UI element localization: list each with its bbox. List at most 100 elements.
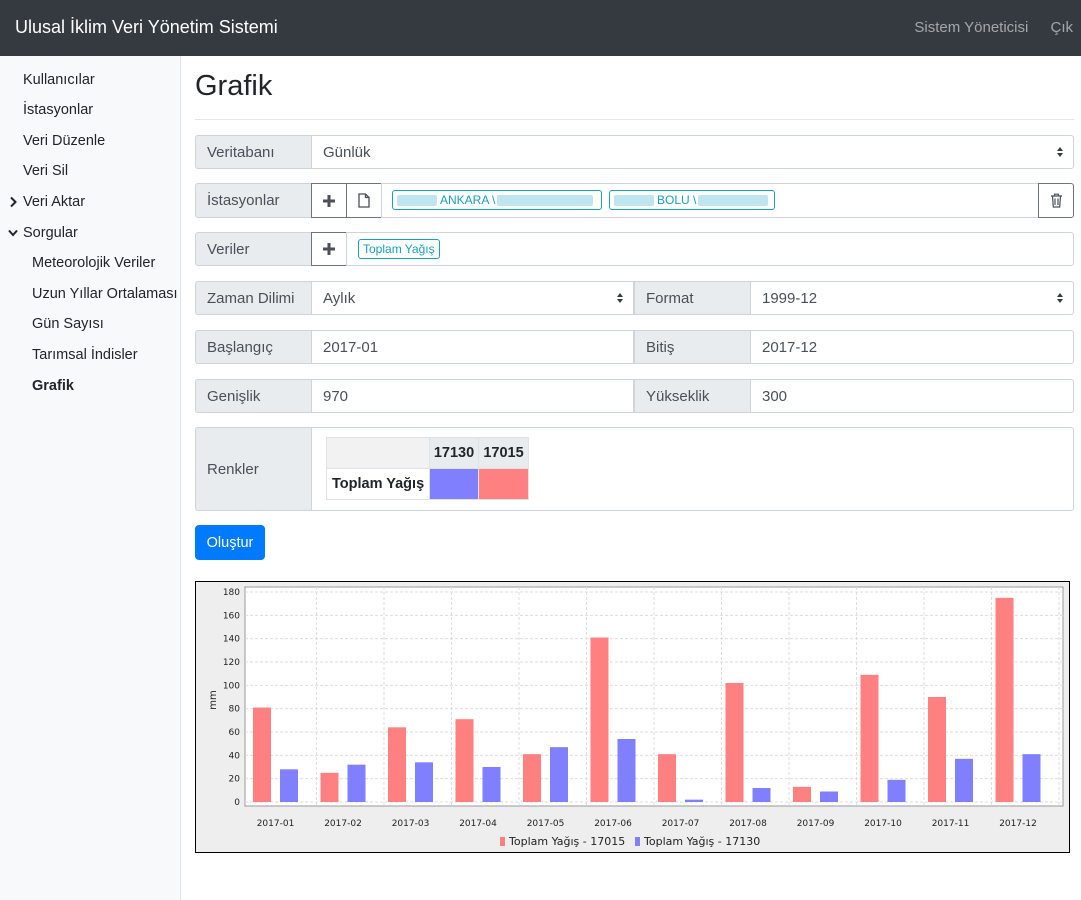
color-table-row-label: Toplam Yağış: [326, 468, 430, 500]
bar: [523, 754, 541, 802]
sidebar-item-sorgular[interactable]: Sorgular: [23, 225, 78, 241]
bar: [1022, 754, 1041, 802]
y-tick-label: 180: [223, 588, 240, 598]
bitis-input[interactable]: 2017-12: [750, 330, 1074, 364]
bar: [320, 772, 339, 802]
sidebar-item-kullanicilar[interactable]: Kullanıcılar: [23, 72, 95, 88]
zaman-dilimi-select[interactable]: Aylık: [311, 281, 634, 315]
y-axis-label: mm: [208, 690, 219, 709]
y-tick-label: 20: [229, 775, 241, 785]
title-divider: [195, 119, 1074, 120]
station-tag-bolu-label: BOLU \: [657, 193, 697, 207]
yukseklik-input[interactable]: 300: [750, 379, 1074, 413]
color-table: 17130 17015 Toplam Yağış: [326, 437, 529, 500]
redacted-name: [698, 194, 769, 206]
redacted-id: [614, 194, 654, 206]
x-tick-label: 2017-10: [864, 819, 902, 829]
y-tick-label: 140: [223, 635, 240, 645]
color-table-header-17015: 17015: [478, 437, 529, 469]
user-menu-link[interactable]: Sistem Yöneticisi: [914, 19, 1029, 36]
sidebar-subitem-meteorolojik-veriler[interactable]: Meteorolojik Veriler: [32, 255, 156, 271]
bar: [725, 683, 744, 802]
sidebar-subitem-tarimsal-indisler[interactable]: Tarımsal İndisler: [32, 347, 138, 363]
sidebar-subitem-gun-sayisi[interactable]: Gün Sayısı: [32, 316, 104, 332]
bar: [995, 597, 1014, 802]
top-nav-links: Sistem Yöneticisi Çık: [896, 19, 1073, 36]
station-tag-bolu[interactable]: BOLU \: [609, 190, 775, 210]
sidebar-item-veri-duzenle[interactable]: Veri Düzenle: [23, 133, 106, 149]
bar: [860, 674, 879, 802]
sidebar-item-veri-sil[interactable]: Veri Sil: [23, 163, 69, 179]
y-tick-label: 40: [229, 751, 241, 761]
bar: [955, 758, 973, 802]
add-station-button[interactable]: [311, 183, 347, 218]
sidebar-item-veri-aktar[interactable]: Veri Aktar: [23, 194, 86, 210]
sidebar-subitem-grafik[interactable]: Grafik: [32, 378, 74, 394]
bar: [253, 707, 271, 802]
chart-frame: 0 20 40 60 80 100 120 140 160 180 2017-01 2017-02 2…: [195, 581, 1070, 853]
redacted-id: [397, 194, 437, 206]
baslangic-input[interactable]: 2017-01: [311, 330, 634, 364]
station-file-button[interactable]: [346, 183, 382, 218]
x-tick-label: 2017-11: [932, 819, 970, 829]
color-table-header-17130: 17130: [429, 437, 479, 469]
veriler-label: Veriler: [195, 232, 312, 266]
delete-stations-button[interactable]: [1038, 183, 1074, 218]
y-tick-label: 60: [229, 728, 241, 738]
data-tag-toplam-yagis[interactable]: Toplam Yağış: [358, 239, 440, 259]
format-select[interactable]: 1999-12: [750, 281, 1074, 315]
plus-icon: [323, 194, 335, 207]
x-tick-label: 2017-01: [257, 819, 295, 829]
y-tick-label: 0: [234, 798, 240, 808]
bar: [685, 799, 703, 802]
add-data-button[interactable]: [311, 232, 347, 266]
legend: Toplam Yağış - 17015 Toplam Yağış - 17130: [500, 835, 760, 848]
redacted-name: [497, 194, 594, 206]
veritabani-select[interactable]: Günlük: [311, 135, 1074, 169]
color-swatch-17015[interactable]: [478, 468, 529, 500]
zaman-dilimi-value: Aylık: [323, 289, 356, 307]
select-arrows-icon: [1057, 293, 1063, 303]
y-tick-label: 120: [223, 658, 240, 668]
genislik-input[interactable]: 970: [311, 379, 634, 413]
file-icon: [358, 193, 370, 208]
x-tick-label: 2017-06: [594, 819, 632, 829]
chevron-right-icon: [10, 196, 17, 208]
bar: [617, 739, 636, 802]
x-tick-label: 2017-05: [527, 819, 565, 829]
legend-label: Toplam Yağış - 17015: [508, 835, 625, 848]
data-tags-field: [346, 232, 1074, 266]
bar: [388, 727, 406, 802]
legend-swatch: [500, 837, 505, 846]
bar: [793, 786, 811, 802]
x-tick-label: 2017-08: [729, 819, 767, 829]
station-tag-ankara[interactable]: ANKARA \: [392, 190, 602, 210]
sidebar-item-istasyonlar[interactable]: İstasyonlar: [23, 102, 94, 118]
bar: [347, 764, 366, 802]
x-tick-label: 2017-03: [392, 819, 430, 829]
bar: [820, 791, 838, 802]
y-tick-label: 80: [229, 705, 241, 715]
format-label: Format: [634, 281, 751, 315]
bar: [928, 697, 946, 802]
x-tick-label: 2017-04: [459, 819, 497, 829]
sidebar: Kullanıcılar İstasyonlar Veri Düzenle Ve…: [0, 56, 181, 900]
olustur-button[interactable]: Oluştur: [195, 525, 265, 560]
bar: [887, 779, 906, 802]
x-ticks: 2017-01 2017-02 2017-03 2017-04 2017-05 2017-…: [257, 819, 1037, 829]
logout-link[interactable]: Çık: [1050, 19, 1074, 36]
trash-icon: [1050, 193, 1062, 208]
page-title: Grafik: [195, 70, 273, 102]
sidebar-subitem-uzun-yillar-ortalamasi[interactable]: Uzun Yıllar Ortalaması: [32, 286, 178, 302]
bitis-label: Bitiş: [634, 330, 751, 364]
top-navbar: Ulusal İklim Veri Yönetim Sistemi Sistem…: [0, 0, 1081, 56]
format-value: 1999-12: [762, 289, 818, 307]
x-tick-label: 2017-07: [662, 819, 700, 829]
bar: [415, 762, 433, 802]
color-table-corner: [326, 437, 430, 469]
renkler-label: Renkler: [195, 427, 312, 511]
x-tick-label: 2017-12: [999, 819, 1037, 829]
app-title[interactable]: Ulusal İklim Veri Yönetim Sistemi: [15, 17, 278, 37]
color-swatch-17130[interactable]: [429, 468, 479, 500]
